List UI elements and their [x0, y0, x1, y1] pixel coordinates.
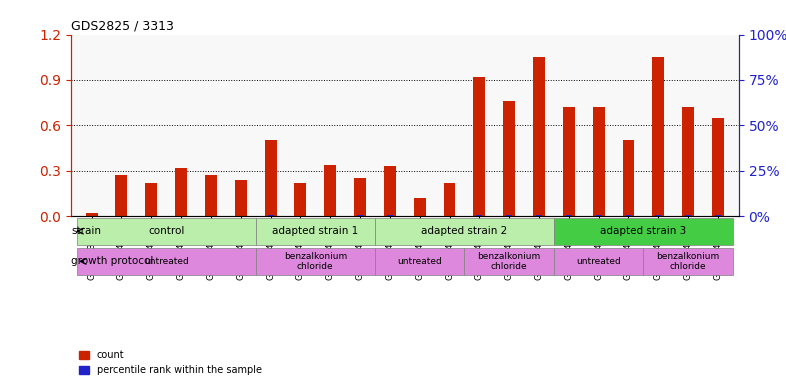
Bar [563, 107, 575, 216]
Bar [536, 215, 542, 216]
Bar [145, 183, 157, 216]
Bar [626, 215, 631, 216]
Text: GDS2825 / 3313: GDS2825 / 3313 [71, 19, 174, 32]
Bar [235, 180, 247, 216]
Text: benzalkonium
chloride: benzalkonium chloride [656, 252, 720, 271]
Bar [357, 215, 363, 216]
Bar [712, 118, 724, 216]
Bar [506, 215, 512, 216]
Bar [596, 215, 601, 216]
Bar [715, 215, 721, 216]
Text: untreated: untreated [398, 257, 442, 266]
Bar [265, 141, 277, 216]
Bar [443, 183, 456, 216]
Bar [446, 215, 453, 216]
Text: adapted strain 2: adapted strain 2 [421, 226, 508, 236]
Bar [473, 77, 485, 216]
FancyBboxPatch shape [375, 217, 554, 245]
Legend: count, percentile rank within the sample: count, percentile rank within the sample [75, 346, 266, 379]
Bar [503, 101, 515, 216]
Bar [116, 175, 127, 216]
FancyBboxPatch shape [255, 248, 375, 275]
Bar [417, 215, 423, 216]
Bar [652, 57, 664, 216]
Bar [476, 215, 483, 216]
Bar [295, 183, 307, 216]
Bar [267, 215, 274, 216]
Bar [175, 167, 187, 216]
Bar [384, 166, 396, 216]
Bar [682, 107, 694, 216]
Bar [413, 198, 426, 216]
Bar [623, 141, 634, 216]
Text: untreated: untreated [576, 257, 621, 266]
Text: control: control [148, 226, 185, 236]
Text: adapted strain 3: adapted strain 3 [601, 226, 686, 236]
FancyBboxPatch shape [554, 248, 644, 275]
Bar [593, 107, 604, 216]
Text: benzalkonium
chloride: benzalkonium chloride [478, 252, 541, 271]
Bar [178, 215, 184, 216]
FancyBboxPatch shape [644, 248, 733, 275]
Bar [205, 175, 217, 216]
Bar [533, 57, 545, 216]
Text: untreated: untreated [144, 257, 189, 266]
FancyBboxPatch shape [465, 248, 554, 275]
Bar [387, 215, 393, 216]
Bar [566, 215, 572, 216]
FancyBboxPatch shape [375, 248, 465, 275]
FancyBboxPatch shape [77, 217, 255, 245]
Bar [354, 178, 366, 216]
Bar [656, 215, 661, 216]
Text: growth protocol: growth protocol [72, 257, 154, 266]
FancyBboxPatch shape [554, 217, 733, 245]
Bar [208, 215, 214, 216]
FancyBboxPatch shape [255, 217, 375, 245]
Text: adapted strain 1: adapted strain 1 [272, 226, 358, 236]
Bar [86, 213, 97, 216]
Bar [685, 215, 691, 216]
FancyBboxPatch shape [77, 248, 255, 275]
Text: benzalkonium
chloride: benzalkonium chloride [284, 252, 347, 271]
Bar [325, 165, 336, 216]
Text: strain: strain [72, 226, 101, 236]
